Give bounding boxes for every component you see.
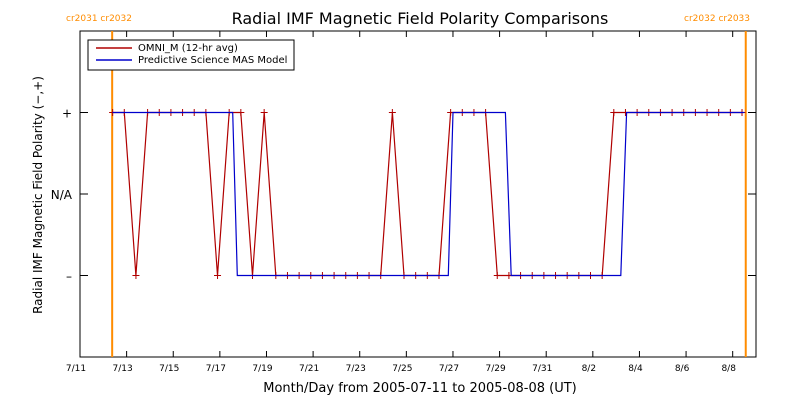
legend-box: [87, 39, 295, 71]
y-axis-label: Radial IMF Magnetic Field Polarity (−,+): [31, 76, 45, 314]
data-point-marker: [610, 109, 618, 116]
x-tick-label: 7/25: [392, 364, 412, 374]
carrington-markers: cr2031 cr2032 cr2032 cr2033: [66, 14, 750, 357]
legend-label-mas: Predictive Science MAS Model: [138, 55, 287, 66]
x-axis-label: Month/Day from 2005-07-11 to 2005-08-08 …: [263, 381, 576, 396]
axis-ticks: 7/11 7/13 7/15 7/17 7/19 7/21 7/23 7/25 7/27 7/29…: [51, 31, 756, 374]
carrington-label: cr2031 cr2032: [66, 14, 132, 24]
x-tick-label: 8/2: [582, 364, 596, 374]
data-point-marker: [260, 109, 268, 116]
x-tick-label: 7/29: [485, 364, 505, 374]
x-tick-label: 7/19: [252, 364, 272, 374]
carrington-rotation-label: cr2033: [716, 14, 750, 24]
x-tick-label: 8/4: [628, 364, 643, 374]
legend-label-omni: OMNI_M (12-hr avg): [138, 43, 238, 54]
x-tick-label: 7/17: [206, 364, 226, 374]
y-tick-label: +: [62, 107, 72, 121]
x-tick-label: 7/13: [113, 364, 133, 374]
y-tick-label: N/A: [51, 188, 73, 202]
data-point-marker: [493, 272, 501, 279]
data-point-marker: [388, 109, 396, 116]
carrington-rotation-label: cr2032: [684, 14, 716, 24]
carrington-rotation-label: cr2031: [66, 14, 98, 24]
x-tick-label: 8/8: [721, 364, 736, 374]
legend: OMNI_M (12-hr avg) Predictive Science MA…: [87, 39, 295, 71]
x-tick-label: 8/6: [675, 364, 690, 374]
carrington-label: cr2032 cr2033: [684, 14, 750, 24]
data-point-marker: [214, 272, 222, 279]
data-point-marker: [132, 272, 140, 279]
series-line-0: [112, 111, 742, 277]
carrington-rotation-label: cr2032: [98, 14, 132, 24]
x-tick-label: 7/11: [66, 364, 86, 374]
series-line-1: [112, 111, 745, 277]
plot-frame: [79, 30, 757, 358]
x-tick-label: 7/23: [346, 364, 366, 374]
x-tick-label: 7/27: [439, 364, 459, 374]
x-tick-label: 7/21: [299, 364, 319, 374]
x-tick-label: 7/31: [532, 364, 552, 374]
chart-title: Radial IMF Magnetic Field Polarity Compa…: [232, 9, 609, 28]
series-layer: [109, 109, 746, 279]
y-tick-label: –: [66, 270, 72, 284]
data-point-marker: [237, 109, 245, 116]
x-tick-label: 7/15: [159, 364, 179, 374]
